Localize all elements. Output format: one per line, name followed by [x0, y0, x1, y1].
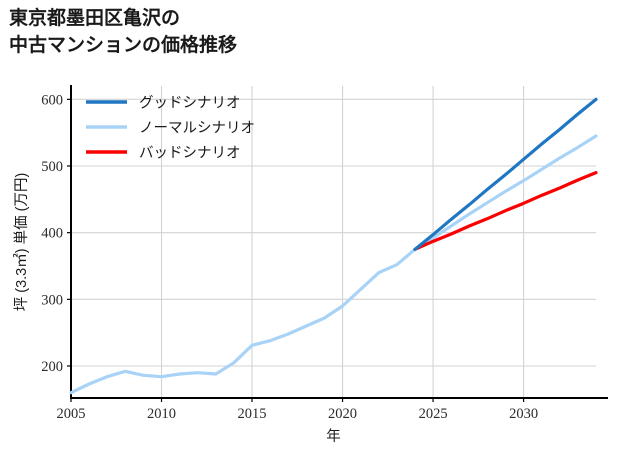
- x-tick-label: 2030: [509, 406, 538, 422]
- y-tick-label: 300: [41, 292, 63, 308]
- legend-label-2: バッドシナリオ: [139, 146, 241, 162]
- x-tick-label: 2020: [328, 406, 357, 422]
- legend-label-0: グッドシナリオ: [139, 95, 241, 112]
- series-line-グッドシナリオ: [413, 97, 598, 251]
- y-tick-label: 400: [41, 226, 63, 242]
- y-tick-label: 200: [41, 359, 63, 375]
- x-axis-title: 年: [326, 428, 341, 445]
- legend-label-1: ノーマルシナリオ: [139, 121, 255, 137]
- y-tick-label: 500: [41, 159, 63, 175]
- page-title: 東京都墨田区亀沢の 中古マンションの価格推移: [9, 8, 238, 56]
- x-tick-label: 2025: [419, 406, 448, 422]
- y-tick-label: 600: [41, 92, 63, 108]
- y-axis-title: 坪 (3.3㎡) 単価 (万円): [13, 173, 30, 312]
- x-tick-label: 2015: [238, 406, 267, 422]
- x-tick-label: 2010: [147, 406, 176, 422]
- series-line-バッドシナリオ: [413, 171, 598, 251]
- series-line-ノーマルシナリオ: [69, 134, 598, 395]
- x-tick-label: 2005: [57, 406, 86, 422]
